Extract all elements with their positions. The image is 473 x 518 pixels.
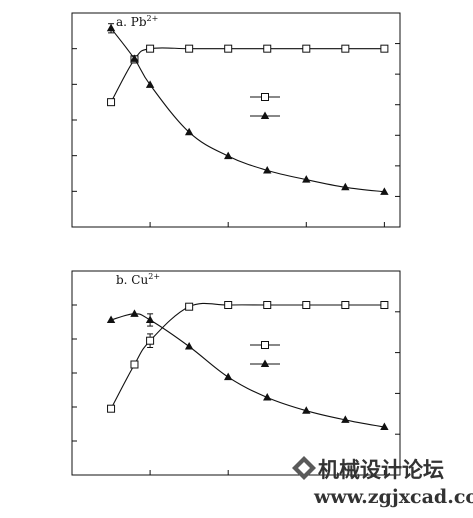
data-point-removal-rate — [380, 301, 389, 309]
data-point-adsorption-capacity — [106, 23, 116, 32]
data-point-adsorption-capacity — [302, 406, 311, 414]
plot-frame — [71, 12, 401, 228]
data-point-adsorption-capacity — [263, 392, 272, 401]
series-line-adsorption-capacity — [110, 27, 385, 193]
data-point-removal-rate — [146, 336, 155, 345]
data-point-removal-rate — [130, 360, 139, 369]
chart-panel-a: a. Pb2+ — [71, 12, 401, 228]
panel-label-superscript: 2+ — [147, 14, 159, 23]
data-point-adsorption-capacity — [184, 341, 194, 350]
data-point-adsorption-capacity — [263, 165, 272, 174]
panel-label: b. Cu2+ — [116, 272, 160, 287]
data-point-removal-rate — [224, 44, 233, 53]
data-point-removal-rate — [302, 301, 311, 309]
series-line-removal-rate — [110, 47, 385, 103]
data-point-adsorption-capacity — [145, 80, 155, 88]
panel-label-text: a. Pb — [116, 15, 147, 29]
data-point-adsorption-capacity — [130, 309, 139, 317]
data-point-removal-rate — [263, 44, 272, 53]
data-point-removal-rate — [263, 301, 272, 309]
legend-marker-adsorption-capacity — [260, 111, 270, 119]
legend-marker-adsorption-capacity — [260, 359, 270, 367]
data-point-adsorption-capacity — [341, 415, 350, 423]
legend-marker-removal-rate — [261, 341, 269, 349]
data-point-removal-rate — [341, 301, 350, 309]
plot-frame — [71, 270, 401, 476]
data-point-removal-rate — [107, 98, 116, 107]
data-point-adsorption-capacity — [341, 182, 350, 191]
data-point-removal-rate — [341, 44, 350, 53]
data-point-removal-rate — [185, 302, 194, 311]
watermark-logo-icon — [292, 456, 316, 480]
data-point-adsorption-capacity — [106, 315, 116, 323]
data-point-adsorption-capacity — [145, 315, 155, 323]
data-point-removal-rate — [185, 44, 194, 53]
data-point-adsorption-capacity — [184, 127, 194, 136]
series-line-adsorption-capacity — [110, 313, 385, 428]
data-point-adsorption-capacity — [223, 151, 233, 160]
panel-label-text: b. Cu — [116, 273, 148, 287]
panel-label-superscript: 2+ — [148, 272, 160, 281]
panel-label: a. Pb2+ — [116, 14, 158, 29]
data-point-removal-rate — [224, 301, 233, 309]
data-point-removal-rate — [302, 44, 311, 53]
data-point-removal-rate — [146, 44, 155, 53]
watermark: 机械设计论坛 www.zgjxcad.com — [292, 456, 473, 508]
data-point-adsorption-capacity — [380, 422, 389, 431]
watermark-title: 机械设计论坛 — [318, 457, 444, 482]
data-point-adsorption-capacity — [130, 54, 139, 62]
data-point-removal-rate — [380, 44, 389, 53]
data-point-removal-rate — [107, 404, 116, 413]
watermark-url: www.zgjxcad.com — [313, 486, 473, 508]
data-point-adsorption-capacity — [302, 175, 311, 183]
data-point-adsorption-capacity — [380, 187, 389, 195]
legend-marker-removal-rate — [261, 93, 269, 101]
data-point-adsorption-capacity — [223, 372, 233, 381]
chart-panel-b: b. Cu2+ — [71, 270, 401, 476]
